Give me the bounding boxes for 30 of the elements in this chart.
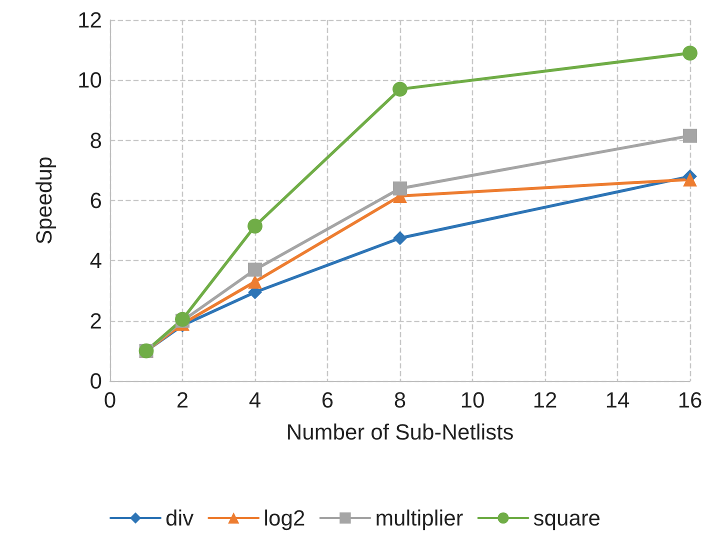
x-tick-label: 4 [248,388,262,412]
x-tick-label: 14 [605,388,630,412]
x-axis-title: Number of Sub-Netlists [286,420,514,444]
point [248,262,262,277]
y-tick-label: 0 [90,368,102,394]
y-tick-label: 8 [90,128,102,153]
x-tick-label: 16 [678,388,702,412]
point [683,128,697,143]
x-tick-label: 6 [321,388,334,412]
x-tick-label: 8 [394,388,406,412]
point [393,231,407,246]
legend-label: square [533,506,601,530]
x-tick-label: 10 [460,388,485,412]
point [393,181,407,196]
legend-label: div [165,506,194,530]
point [248,274,262,289]
legend-label: log2 [264,506,306,530]
point [682,46,698,61]
y-tick-label: 2 [90,308,102,334]
legend-label: multiplier [375,506,464,530]
y-tick-label: 4 [90,248,102,274]
x-tick-label: 2 [176,388,189,412]
y-axis-title: Speedup [32,156,56,245]
x-tick-label: 12 [532,388,558,412]
point [248,218,262,234]
y-tick-label: 6 [90,188,102,213]
y-tick-label: 12 [78,8,102,32]
point [392,82,408,97]
point [683,172,697,186]
y-tick-label: 10 [78,68,102,93]
